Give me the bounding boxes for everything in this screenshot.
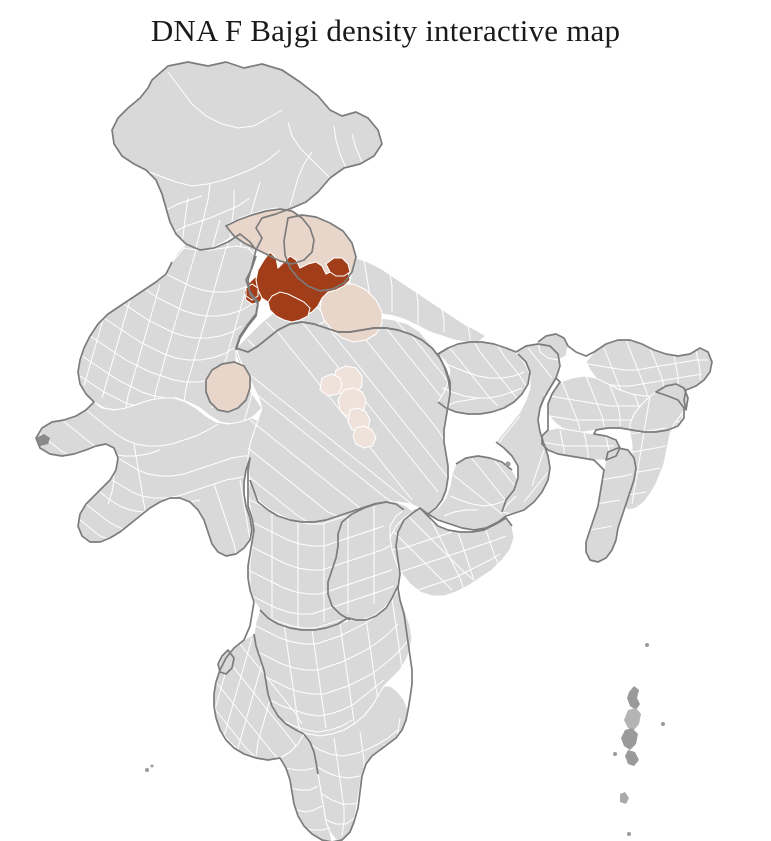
highlighted-district-verylow[interactable] [353,426,376,448]
district-borders-odisha [391,511,507,591]
island-lakshadweep-dot [145,768,149,772]
island-car-nicobar [620,792,629,804]
highlight-verylow-layer [320,366,376,448]
island-coastal-dot [505,461,511,467]
island-dot [613,752,617,756]
northeast-border [538,334,712,562]
district-borders-jharkhand [443,455,519,517]
district-borders-tripura [589,473,633,531]
district-borders-tn [309,717,401,837]
highlighted-district-verylow[interactable] [320,374,342,396]
highlighted-district-high[interactable] [267,291,311,323]
national-border-west-south [36,256,560,841]
island-middle-andaman [624,708,641,730]
district-borders-karnataka [213,637,303,759]
island-dot [645,643,649,647]
district-borders-jk [143,71,363,249]
island-lakshadweep-dot [150,764,154,768]
island-north-andaman [627,686,640,710]
district-borders-ap [255,597,409,733]
island-dot [627,832,631,836]
state-outlines-layer [36,62,712,841]
highlighted-district-high[interactable] [325,257,351,277]
district-borders-meghalaya [541,429,614,460]
district-borders-ap-ne [587,339,708,401]
map-canvas[interactable] [0,52,771,841]
island-south-andaman [621,728,638,750]
page-title: DNA F Bajgi density interactive map [150,13,621,48]
island-little-andaman [625,750,639,766]
district-borders-mp [243,321,451,523]
india-district-map[interactable] [0,52,771,841]
national-border [112,62,382,250]
island-dot [661,722,665,726]
coastal-fleck [36,434,50,446]
highlighted-district-low[interactable] [320,284,382,342]
internal-state-borders [205,208,531,775]
district-borders-bihar [441,341,527,407]
islands-layer [145,461,665,836]
